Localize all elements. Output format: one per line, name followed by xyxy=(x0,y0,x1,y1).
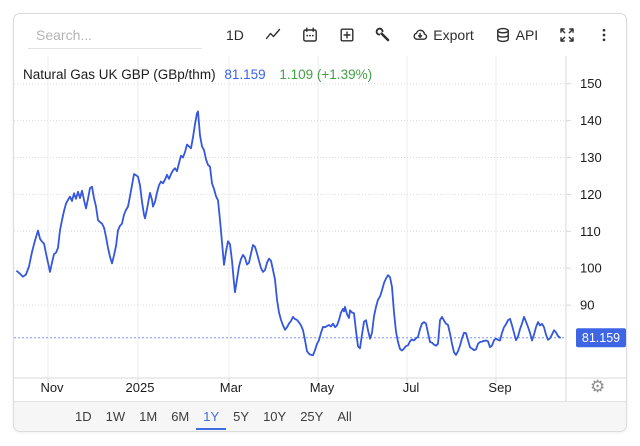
chart-widget: 1D Export API Natural Gas UK GBP (GBp/thm)… xyxy=(13,13,627,432)
toolbar-buttons: 1D Export API xyxy=(226,27,612,43)
range-all[interactable]: All xyxy=(337,409,352,424)
x-axis-label: Sep xyxy=(488,380,511,395)
x-axis-label: 2025 xyxy=(126,380,155,395)
y-axis-label: 150 xyxy=(580,76,602,91)
y-axis-label: 110 xyxy=(580,224,601,239)
range-1m[interactable]: 1M xyxy=(139,409,158,424)
toolbar: 1D Export API xyxy=(14,14,626,56)
price-series-line xyxy=(16,110,561,357)
y-axis-label: 120 xyxy=(580,187,602,202)
range-25y[interactable]: 25Y xyxy=(300,409,324,424)
line-chart-icon xyxy=(265,28,280,40)
price-chart[interactable]: Nov 2025 Mar May Jul Sep 90 100 110 120 130 140 150 8… xyxy=(14,56,626,401)
range-5y[interactable]: 5Y xyxy=(233,409,250,424)
menu-button[interactable] xyxy=(596,27,612,43)
chart-area: Natural Gas UK GBP (GBp/thm) 81.159 1.10… xyxy=(14,56,626,401)
last-price-value: 81.159 xyxy=(224,67,266,82)
x-axis-label: May xyxy=(310,380,335,395)
price-change: 1.109 (+1.39%) xyxy=(279,67,373,82)
current-price-badge-label: 81.159 xyxy=(582,331,620,345)
range-6m[interactable]: 6M xyxy=(171,409,190,424)
fullscreen-button[interactable] xyxy=(559,27,575,43)
search-input[interactable] xyxy=(28,21,202,49)
toolbar-item-label: 1D xyxy=(226,27,244,43)
toolbar-item-label: API xyxy=(515,27,539,43)
add-box-icon xyxy=(340,28,354,42)
interval-button[interactable]: 1D xyxy=(226,27,244,43)
wrench-icon xyxy=(376,27,390,42)
x-axis-label: Mar xyxy=(220,380,243,395)
range-1y[interactable]: 1Y xyxy=(196,403,227,430)
tools-button[interactable] xyxy=(375,27,391,43)
api-button[interactable]: API xyxy=(495,27,539,43)
cloud-export-icon xyxy=(413,29,428,40)
range-1d[interactable]: 1D xyxy=(75,409,92,424)
chart-type-button[interactable] xyxy=(265,27,281,43)
current-price-badge xyxy=(576,328,626,348)
calendar-icon xyxy=(302,27,317,42)
range-10y[interactable]: 10Y xyxy=(263,409,287,424)
instrument-title: Natural Gas UK GBP (GBp/thm) xyxy=(23,67,216,82)
chart-legend: Natural Gas UK GBP (GBp/thm) 81.159 1.10… xyxy=(23,67,372,82)
calendar-button[interactable] xyxy=(302,27,318,43)
y-axis-label: 130 xyxy=(580,150,602,165)
range-1w[interactable]: 1W xyxy=(105,409,126,424)
settings-gear-icon[interactable]: ⚙ xyxy=(590,377,606,396)
y-axis-label: 140 xyxy=(580,113,602,128)
x-axis-label: Jul xyxy=(403,380,420,395)
add-box-button[interactable] xyxy=(339,27,355,43)
kebab-menu-icon xyxy=(602,28,606,42)
fullscreen-icon xyxy=(560,28,574,42)
toolbar-item-label: Export xyxy=(433,27,474,43)
export-button[interactable]: Export xyxy=(412,27,474,43)
x-axis-label: Nov xyxy=(40,380,64,395)
range-bar: 1D 1W 1M 6M 1Y 5Y 10Y 25Y All xyxy=(14,401,626,431)
y-axis-label: 90 xyxy=(580,298,594,313)
y-axis-label: 100 xyxy=(580,261,602,276)
database-icon xyxy=(496,27,509,43)
